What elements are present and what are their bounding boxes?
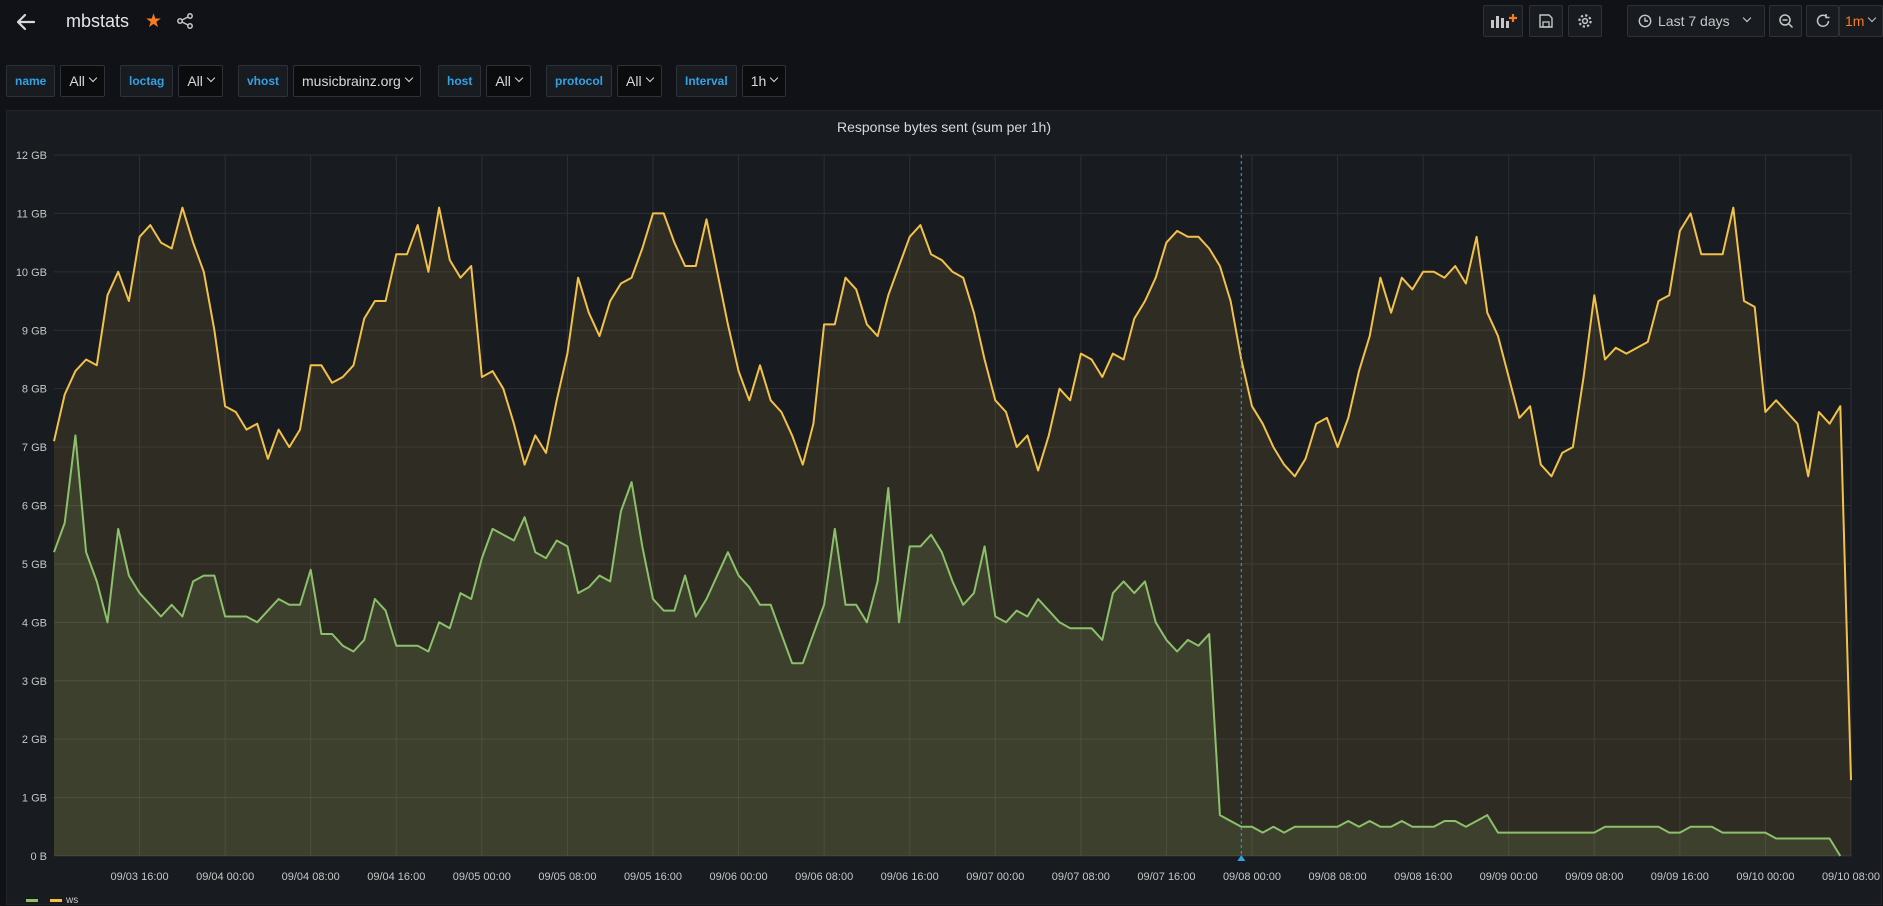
- variable-select[interactable]: All: [486, 65, 531, 97]
- chevron-down-icon: [645, 73, 654, 83]
- chevron-down-icon: [1868, 13, 1877, 23]
- variable-label: Interval: [676, 65, 737, 97]
- zoom-out-button[interactable]: [1769, 5, 1802, 37]
- variable-protocol: protocol All: [546, 65, 662, 97]
- variable-value: All: [187, 73, 203, 89]
- top-navbar: mbstats ★ Last 7 days 1m: [0, 0, 1883, 44]
- variable-label: loctag: [120, 65, 174, 97]
- variable-vhost: vhost musicbrainz.org: [238, 65, 421, 97]
- back-arrow-icon[interactable]: [14, 10, 42, 34]
- variable-interval: Interval 1h: [676, 65, 787, 97]
- chevron-down-icon: [88, 73, 98, 83]
- zoom-out-icon: [1778, 14, 1793, 29]
- chart-legend: ws: [26, 895, 78, 906]
- dashboard-title[interactable]: mbstats: [66, 11, 130, 31]
- chevron-down-icon: [1742, 13, 1751, 23]
- variable-select[interactable]: All: [178, 65, 223, 97]
- chevron-down-icon: [514, 73, 524, 83]
- graph-panel: Response bytes sent (sum per 1h): [6, 110, 1882, 905]
- refresh-interval-picker[interactable]: 1m: [1839, 5, 1883, 37]
- variable-value: All: [495, 73, 511, 89]
- variable-value: musicbrainz.org: [302, 73, 401, 89]
- variable-label: vhost: [238, 65, 289, 97]
- refresh-button[interactable]: [1806, 5, 1839, 37]
- variable-value: 1h: [750, 73, 767, 89]
- add-panel-icon: [1491, 14, 1517, 28]
- variable-select[interactable]: All: [60, 65, 105, 97]
- variable-name: name All: [6, 65, 105, 97]
- refresh-icon: [1816, 14, 1829, 27]
- gear-icon: [1578, 14, 1592, 28]
- time-range-label: Last 7 days: [1658, 13, 1730, 29]
- variable-select[interactable]: All: [617, 65, 662, 97]
- variable-host: host All: [438, 65, 531, 97]
- save-dashboard-button[interactable]: [1529, 5, 1563, 37]
- legend-item-other[interactable]: [26, 895, 42, 906]
- clock-icon: [1638, 14, 1652, 28]
- share-icon[interactable]: [176, 12, 194, 30]
- variable-label: name: [6, 65, 56, 97]
- legend-item-ws[interactable]: ws: [50, 895, 78, 906]
- chevron-down-icon: [206, 73, 216, 83]
- time-range-picker[interactable]: Last 7 days: [1627, 5, 1765, 37]
- variable-label: protocol: [546, 65, 612, 97]
- refresh-interval-value: 1m: [1845, 13, 1865, 29]
- variable-label: host: [438, 65, 482, 97]
- chevron-down-icon: [770, 73, 779, 83]
- save-icon: [1539, 14, 1553, 28]
- panel-title[interactable]: Response bytes sent (sum per 1h): [837, 119, 1051, 135]
- variable-value: All: [69, 73, 85, 89]
- chevron-down-icon: [404, 73, 414, 83]
- variable-loctag: loctag All: [120, 65, 223, 97]
- variable-value: All: [626, 73, 642, 89]
- dashboard-settings-button[interactable]: [1568, 5, 1602, 37]
- variable-select[interactable]: musicbrainz.org: [293, 65, 421, 97]
- add-panel-button[interactable]: [1483, 5, 1523, 37]
- star-icon[interactable]: ★: [145, 11, 163, 32]
- variable-select[interactable]: 1h: [741, 65, 787, 97]
